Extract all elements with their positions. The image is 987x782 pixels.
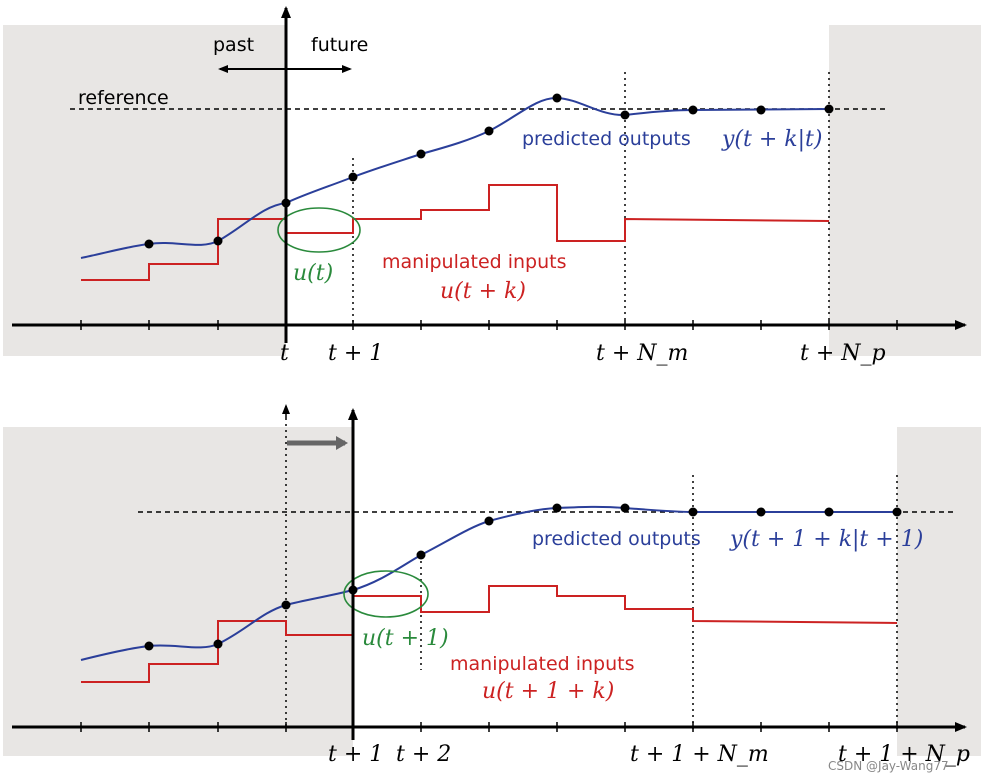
top-predicted-math: y(t + k|t) <box>721 127 822 152</box>
bottom-tick-label-t-plus-1: t + 1 <box>328 742 383 767</box>
top-output-point <box>620 110 630 120</box>
bottom-output-point <box>484 516 494 526</box>
bottom-predicted-label: predicted outputs <box>532 528 701 550</box>
bottom-current-input-ellipse <box>343 570 429 618</box>
top-output-point <box>416 149 426 159</box>
top-output-point <box>688 105 698 115</box>
top-past-label: past <box>213 34 254 56</box>
top-output-points <box>144 93 834 249</box>
bottom-output-point <box>416 550 426 560</box>
top-future-label: future <box>311 34 368 56</box>
bottom-output-point <box>620 503 630 513</box>
bottom-output-point <box>756 507 766 517</box>
top-predicted-label: predicted outputs <box>522 128 691 150</box>
top-output-point <box>756 105 766 115</box>
top-current-input-ellipse <box>277 207 361 253</box>
top-panel: reference u(t) manipulated inputs u <box>3 6 981 366</box>
top-tick-label-t-plus-np: t + N_p <box>800 341 886 366</box>
top-output-point <box>213 236 223 246</box>
top-tick-label-t-plus-1: t + 1 <box>328 341 383 366</box>
top-output-point <box>484 126 494 136</box>
bottom-past-shade <box>3 427 353 756</box>
bottom-output-point <box>281 600 291 610</box>
top-tick-label-t: t <box>280 341 289 366</box>
bottom-manipulated-label: manipulated inputs <box>450 653 635 675</box>
bottom-input-staircase <box>81 585 898 683</box>
bottom-output-point <box>892 507 902 517</box>
top-output-curve <box>80 96 830 259</box>
bottom-beyond-horizon-shade <box>897 427 981 756</box>
bottom-output-point <box>213 639 223 649</box>
bottom-output-point <box>688 507 698 517</box>
top-tick-label-t-plus-nm: t + N_m <box>596 341 688 366</box>
bottom-panel: u(t + 1) manipulated inputs u(t + 1 + k)… <box>3 404 981 767</box>
bottom-output-points <box>144 503 902 651</box>
top-output-point <box>824 104 834 114</box>
top-current-input-label: u(t) <box>293 261 333 286</box>
top-output-point <box>552 93 562 103</box>
bottom-tick-label-t-plus-1-plus-np: t + 1 + N_p <box>838 742 970 767</box>
bottom-current-input-label: u(t + 1) <box>362 626 449 651</box>
bottom-predicted-math: y(t + 1 + k|t + 1) <box>729 527 923 552</box>
top-input-staircase <box>81 184 830 281</box>
bottom-axis-ticks <box>80 722 898 732</box>
top-reference-label: reference <box>78 87 169 109</box>
bottom-manipulated-math: u(t + 1 + k) <box>482 679 614 704</box>
bottom-tick-label-t-plus-1-plus-nm: t + 1 + N_m <box>630 742 769 767</box>
top-axis-ticks <box>80 320 898 330</box>
top-beyond-horizon-shade <box>829 25 981 356</box>
top-manipulated-label: manipulated inputs <box>382 251 567 273</box>
top-past-shade <box>3 25 286 356</box>
bottom-tick-label-t-plus-2: t + 2 <box>396 742 451 767</box>
bottom-output-point <box>552 503 562 513</box>
bottom-output-point <box>824 507 834 517</box>
top-output-point <box>348 172 358 182</box>
top-output-point <box>144 239 154 249</box>
bottom-output-point <box>144 641 154 651</box>
watermark: CSDN @Jay-Wang77 <box>828 759 949 773</box>
top-manipulated-math: u(t + k) <box>440 279 526 304</box>
